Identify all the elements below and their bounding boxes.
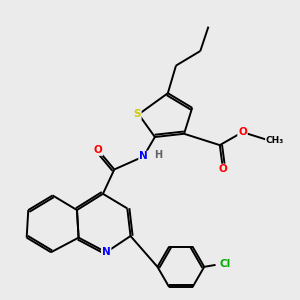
Text: H: H xyxy=(154,150,162,160)
Text: CH₃: CH₃ xyxy=(266,136,284,145)
Text: N: N xyxy=(102,247,111,257)
Text: O: O xyxy=(219,164,227,175)
Text: S: S xyxy=(133,109,141,119)
Text: Cl: Cl xyxy=(220,259,231,269)
Text: N: N xyxy=(139,152,148,161)
Text: O: O xyxy=(94,145,102,155)
Text: O: O xyxy=(238,127,247,137)
